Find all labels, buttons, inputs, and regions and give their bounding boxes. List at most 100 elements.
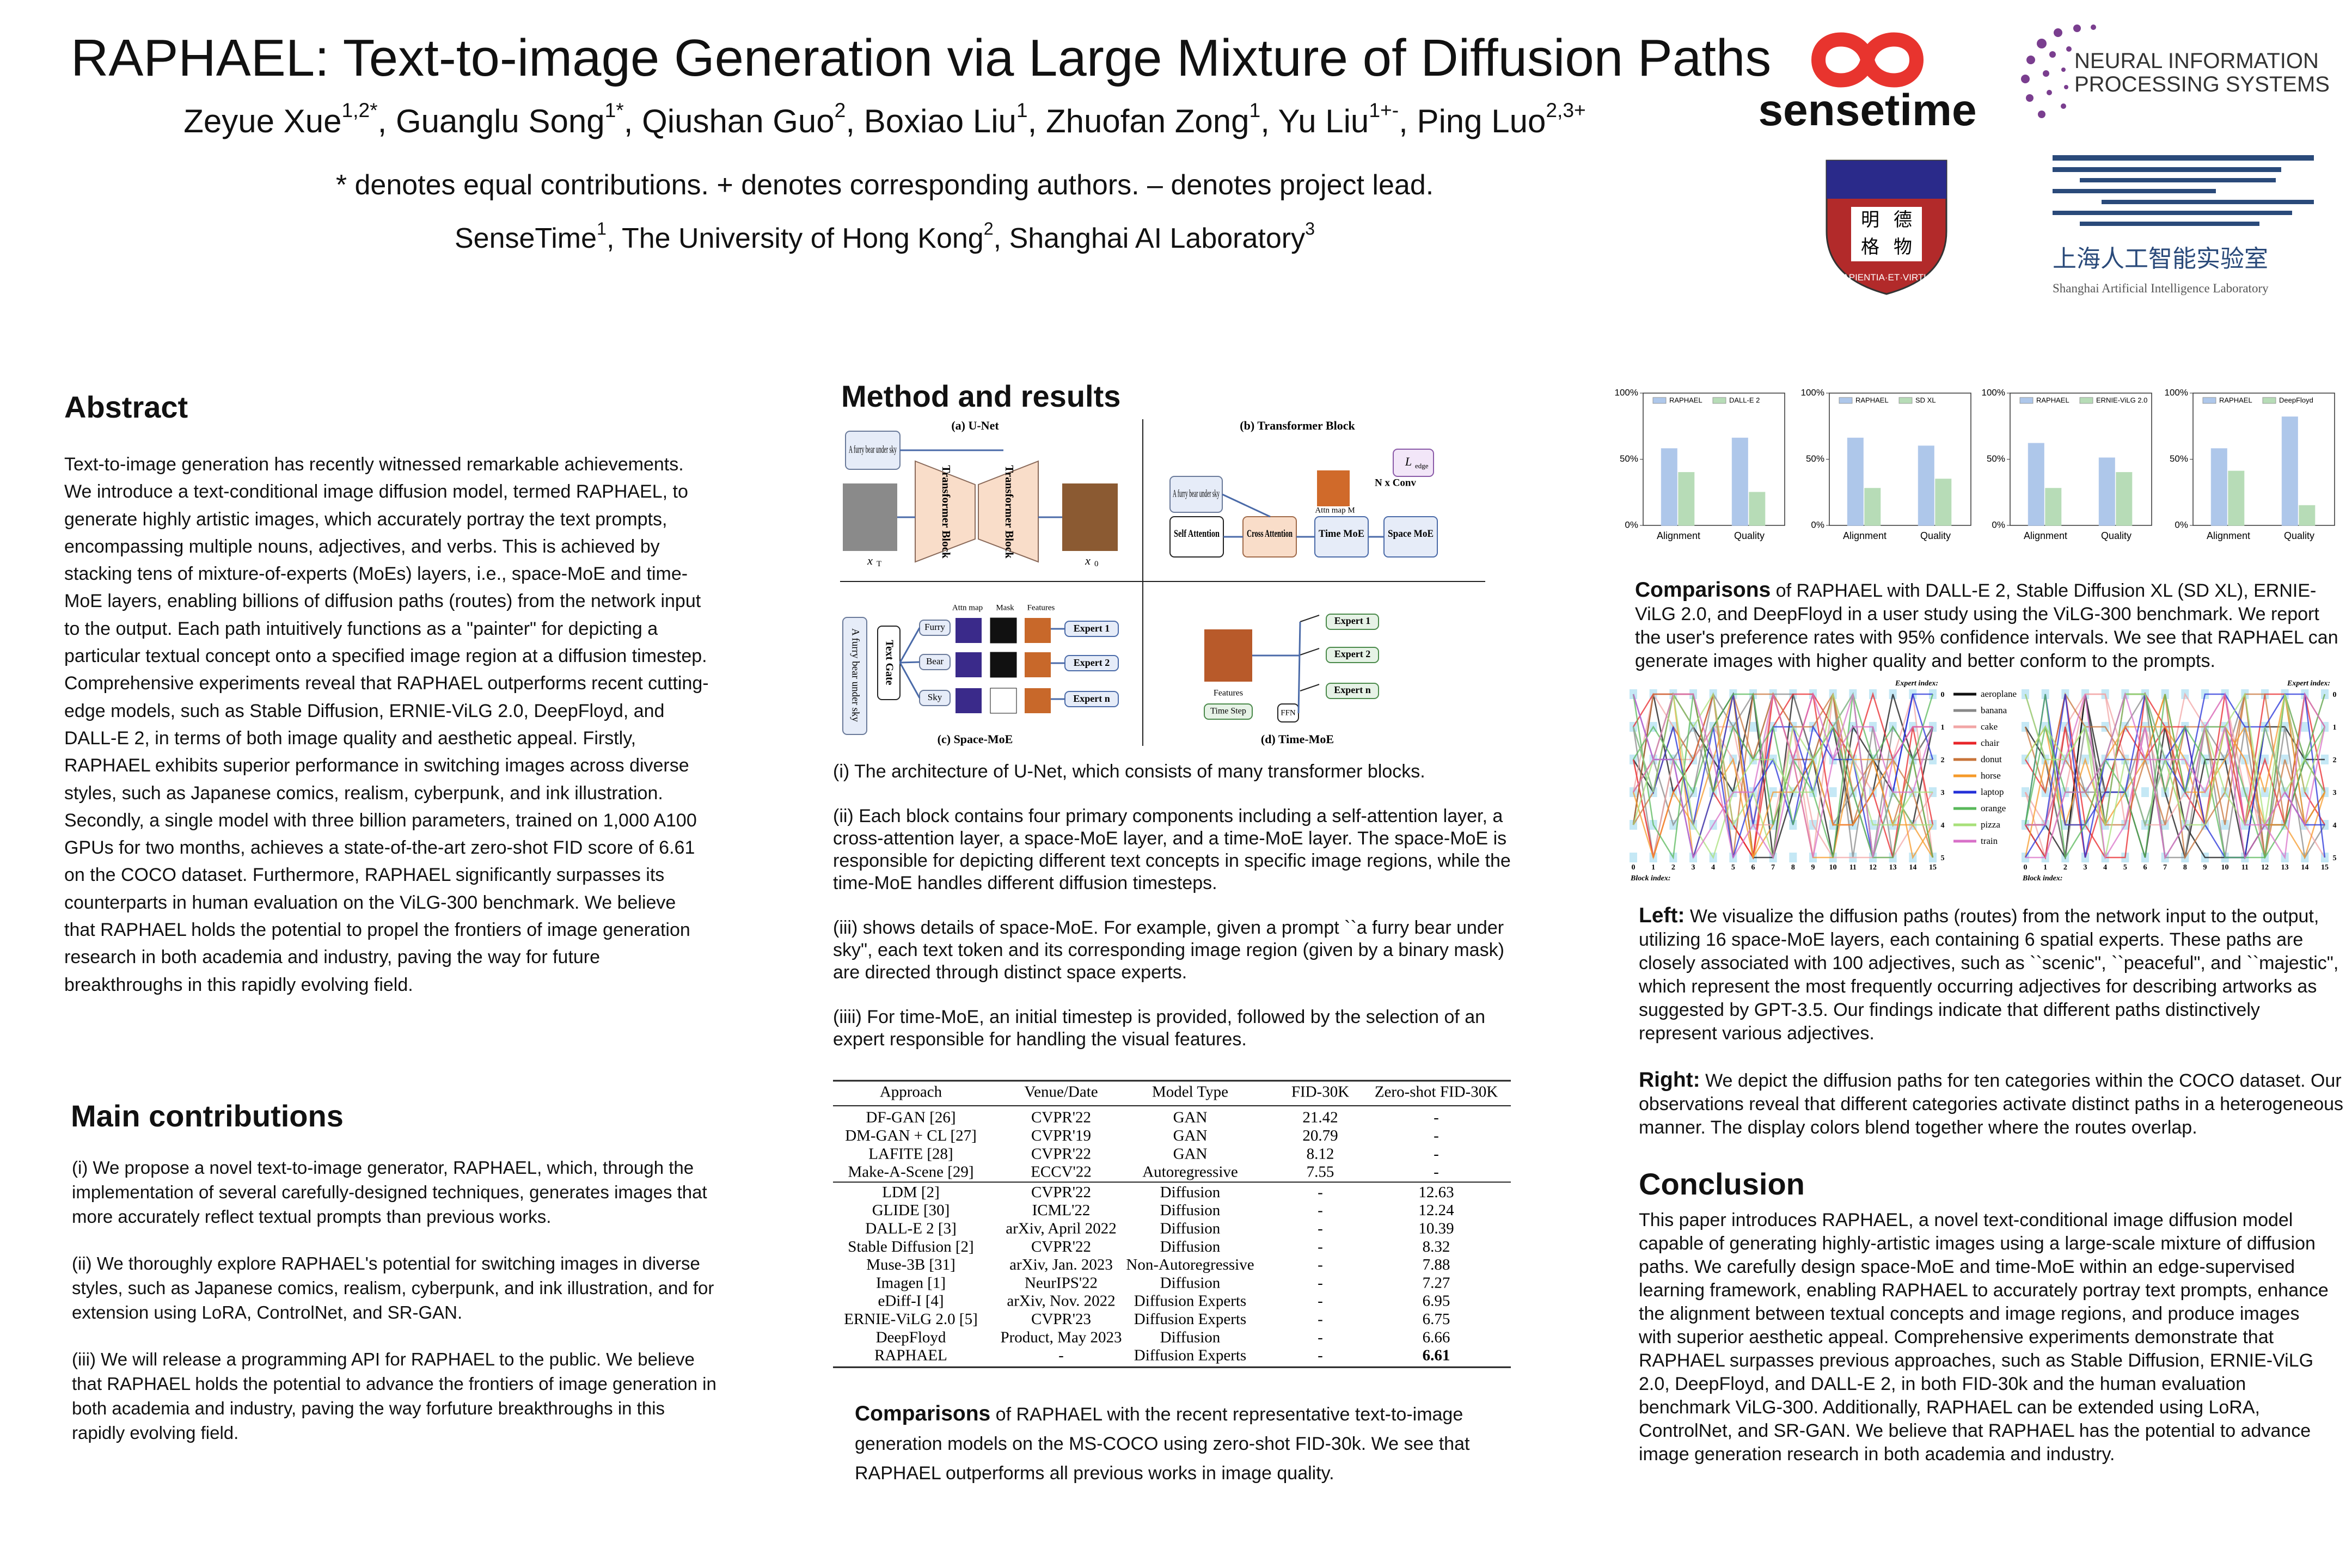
y-tick-label: 100% — [2165, 387, 2188, 397]
logo-motto: SAPIENTIA·ET·VIRTUS — [1836, 272, 1937, 283]
logo-mark — [1811, 32, 1924, 88]
block-tick: 7 — [2163, 863, 2167, 872]
attn-thumb — [955, 618, 982, 643]
route — [2025, 692, 2326, 860]
legend-swatch — [1898, 397, 1913, 404]
figure-label: Self Attention — [1174, 528, 1220, 540]
block-tick: 8 — [2183, 863, 2187, 872]
legend-label: RAPHAEL — [1855, 396, 1889, 404]
figure-label: Expert 2 — [1074, 657, 1110, 668]
table-cell: CVPR'22 — [1031, 1184, 1091, 1201]
expert-tick: 5 — [2333, 854, 2337, 862]
bar — [2045, 488, 2062, 526]
table-cell: NeurIPS'22 — [1025, 1274, 1098, 1291]
table-cell: Muse-3B [31] — [866, 1256, 955, 1273]
table-cell: Imagen [1] — [876, 1274, 946, 1291]
arrow — [899, 627, 921, 663]
figure-label: Features — [1027, 603, 1055, 612]
shield-chief — [1827, 161, 1946, 199]
logo-char: 德 — [1894, 210, 1912, 230]
figure-label: FFN — [1281, 708, 1296, 717]
bear-image — [1062, 483, 1118, 551]
table-cell: ECCV'22 — [1031, 1163, 1092, 1181]
separator: , — [993, 223, 1009, 254]
expert-cell — [1829, 787, 1837, 797]
figure-label: Space MoE — [1388, 528, 1434, 540]
note-text: We depict the diffusion paths for ten ca… — [1639, 1070, 2344, 1138]
block-tick: 2 — [2063, 863, 2067, 872]
bar-chart: 0% 50% 100% Alignment Quality RAPHAEL DALL-E 2 — [1615, 387, 1785, 541]
block-tick: 6 — [2143, 863, 2147, 872]
paragraph: (iii) shows details of space-MoE. For ex… — [833, 917, 1504, 983]
superscript: 2 — [834, 99, 846, 122]
separator: , — [606, 223, 622, 254]
table-cell: 12.63 — [1418, 1184, 1454, 1201]
y-tick-label: 0% — [1992, 519, 2005, 530]
figure-label: Transformer Block — [1003, 465, 1016, 559]
axis-label: Expert index: — [2287, 679, 2330, 688]
box — [1204, 703, 1253, 720]
block-tick: 1 — [2043, 863, 2047, 872]
figure-label: Furry — [924, 622, 945, 632]
caption-lead: Comparisons — [1635, 578, 1771, 602]
note-lead: Left: — [1639, 904, 1685, 927]
table-cell: CVPR'22 — [1031, 1238, 1091, 1255]
figure-label: T — [877, 560, 881, 568]
table-cell: 6.75 — [1423, 1310, 1450, 1328]
legend-swatch — [1712, 397, 1726, 404]
table-cell: GAN — [1173, 1127, 1208, 1144]
table-cell: Diffusion — [1160, 1274, 1221, 1291]
figure-label: Time MoE — [1319, 528, 1364, 540]
figure-label: Features — [1214, 689, 1243, 698]
axis-label: Expert index: — [1895, 679, 1938, 688]
expert-tick: 4 — [2333, 822, 2337, 830]
route — [2024, 692, 2326, 858]
table-cell: DM-GAN + CL [27] — [845, 1127, 977, 1144]
legend-swatch — [1652, 397, 1667, 404]
name: SenseTime — [454, 223, 597, 254]
legend-label: DeepFloyd — [2279, 396, 2313, 404]
table-cell: - — [1318, 1310, 1323, 1328]
separator: , — [623, 103, 642, 139]
table-cell: 7.55 — [1307, 1163, 1334, 1181]
name: Zeyue Xue — [183, 103, 342, 139]
table-cell: LAFITE [28] — [868, 1145, 953, 1162]
legend-swatch — [2019, 397, 2033, 404]
table-cell: - — [1318, 1184, 1323, 1201]
table-cell: Diffusion — [1160, 1238, 1221, 1255]
table-cell: GAN — [1173, 1145, 1208, 1162]
block-tick: 10 — [2221, 863, 2229, 872]
feature-thumb — [1025, 688, 1051, 713]
figure-label: Expert n — [1073, 693, 1110, 704]
separator: , — [1260, 103, 1278, 139]
table-cell: - — [1434, 1109, 1439, 1126]
affiliations: SenseTime1, The University of Hong Kong2… — [0, 220, 1769, 255]
figure-label: A furry bear under sky — [849, 444, 897, 455]
x-tick-label: Alignment — [1657, 530, 1700, 541]
legend-label: horse — [1981, 770, 2001, 781]
logo-text: Shanghai Artificial Intelligence Laborat… — [2053, 281, 2269, 295]
table-cell: - — [1434, 1127, 1439, 1144]
table-cell: 20.79 — [1302, 1127, 1338, 1144]
table-cell: ERNIE-ViLG 2.0 [5] — [844, 1310, 978, 1328]
name: Ping Luo — [1417, 103, 1546, 139]
name: Shanghai AI Laboratory — [1009, 223, 1306, 254]
table-cell: LDM [2] — [882, 1184, 940, 1201]
table-cell: - — [1318, 1202, 1323, 1219]
block-tick: 13 — [2281, 863, 2289, 872]
method-heading: Method and results — [841, 379, 1121, 413]
block-tick: 1 — [1651, 863, 1655, 872]
figure-label: A furry bear under sky — [850, 628, 861, 722]
separator: , — [377, 103, 396, 139]
legend-swatch — [2202, 397, 2216, 404]
table-cell: Diffusion — [1160, 1220, 1221, 1237]
shlab-logo: 上海人工智能实验室 Shanghai Artificial Intelligen… — [2053, 155, 2314, 295]
y-tick-label: 100% — [1801, 387, 1824, 397]
separator: , — [1027, 103, 1046, 139]
block-shape — [978, 460, 1039, 563]
table-cell: Product, May 2023 — [1000, 1328, 1122, 1346]
table-cell: GAN — [1173, 1109, 1208, 1126]
hku-logo: 明 德 格 物 SAPIENTIA·ET·VIRTUS — [1826, 160, 1947, 295]
bar — [1935, 479, 1952, 526]
